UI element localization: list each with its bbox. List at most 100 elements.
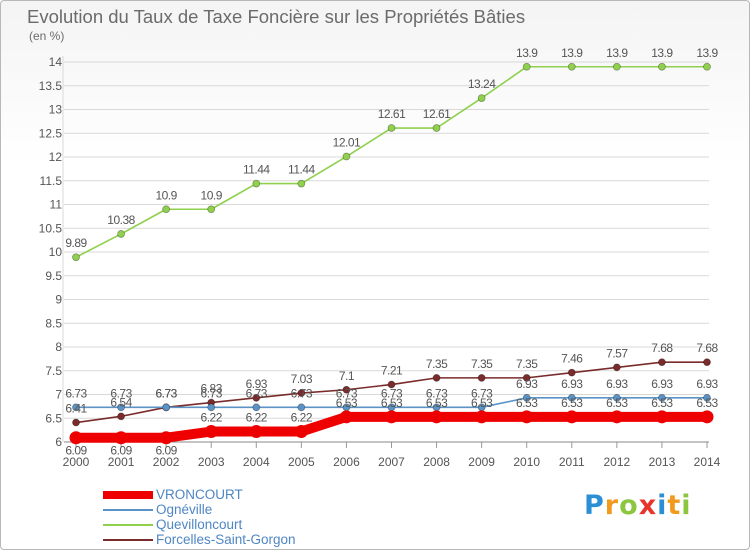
data-label-2: 9.89 — [65, 236, 87, 250]
data-point-2 — [252, 179, 261, 188]
logo-letter: t — [667, 490, 682, 521]
data-point-0 — [69, 431, 83, 445]
chart-title: Evolution du Taux de Taxe Foncière sur l… — [27, 6, 526, 27]
legend-label: Forcelles-Saint-Gorgon — [156, 532, 296, 547]
data-label-3: 7.35 — [471, 357, 493, 371]
data-point-1 — [72, 403, 80, 412]
y-tick-label: 6 — [55, 435, 62, 449]
data-label-2: 12.61 — [423, 107, 451, 121]
y-axis-unit: (en %) — [29, 29, 65, 43]
x-tick-label: 2001 — [108, 455, 135, 469]
data-label-3: 7.21 — [381, 364, 403, 378]
data-label-0: 6.53 — [426, 396, 448, 410]
legend-label: Quevilloncourt — [156, 517, 243, 532]
data-point-2 — [432, 124, 441, 132]
data-label-1: 6.73 — [65, 386, 87, 400]
legend-item-quevilloncourt: Quevilloncourt — [103, 517, 242, 532]
y-tick-label: 7.5 — [45, 364, 62, 378]
data-point-0 — [114, 431, 128, 445]
data-point-1 — [567, 393, 576, 402]
data-point-2 — [117, 230, 125, 238]
data-point-3 — [342, 385, 351, 394]
data-label-3: 6.41 — [65, 402, 87, 416]
data-point-3 — [252, 393, 261, 402]
y-tick-label: 11 — [50, 198, 63, 212]
data-label-1: 6.73 — [155, 386, 177, 400]
data-label-0: 6.53 — [516, 396, 538, 410]
data-label-2: 13.9 — [516, 46, 538, 60]
logo-letter: i — [657, 490, 668, 521]
data-point-2 — [522, 62, 531, 71]
data-point-2 — [342, 152, 351, 161]
data-label-1: 6.73 — [381, 386, 403, 400]
data-label-1: 6.73 — [246, 386, 268, 400]
legend-item-vroncourt: VRONCOURT — [103, 487, 243, 502]
data-point-0 — [385, 410, 398, 424]
data-label-0: 6.53 — [696, 396, 718, 410]
data-point-2 — [387, 124, 396, 132]
y-tick-label: 9 — [55, 293, 62, 307]
data-point-3 — [387, 380, 396, 389]
data-point-3 — [297, 389, 306, 397]
data-label-0: 6.09 — [155, 444, 177, 458]
y-tick-label: 11.5 — [40, 174, 63, 188]
x-tick-label: 2004 — [243, 455, 270, 469]
data-point-1 — [703, 393, 711, 402]
data-label-3: 7.35 — [516, 357, 538, 371]
data-point-0 — [655, 410, 669, 424]
data-point-2 — [207, 205, 216, 214]
legend-label: Ognéville — [156, 502, 213, 517]
data-point-3 — [612, 363, 621, 372]
y-tick-label: 8 — [55, 340, 62, 354]
data-point-0 — [249, 425, 263, 439]
data-point-0 — [430, 410, 444, 424]
data-label-2: 10.9 — [201, 188, 223, 202]
legend-item-forcelles: Forcelles-Saint-Gorgon — [103, 532, 296, 547]
data-point-2 — [162, 205, 171, 214]
data-point-0 — [159, 431, 173, 445]
data-label-0: 6.09 — [65, 444, 87, 458]
logo-letter: i — [681, 490, 692, 521]
data-point-1 — [117, 403, 125, 412]
data-label-0: 6.22 — [246, 411, 268, 425]
data-label-0: 6.53 — [381, 396, 403, 410]
x-tick-label: 2008 — [423, 455, 450, 469]
x-tick-label: 2011 — [559, 455, 585, 469]
data-label-3: 7.1 — [339, 369, 355, 383]
data-label-3: 6.83 — [201, 382, 223, 396]
data-point-3 — [432, 373, 441, 382]
data-point-3 — [522, 373, 531, 382]
data-label-1: 6.93 — [561, 377, 583, 391]
y-tick-label: 13.5 — [39, 79, 63, 93]
legend-label: VRONCOURT — [156, 487, 243, 502]
data-point-3 — [567, 368, 576, 377]
data-point-2 — [477, 94, 486, 102]
legend-item-ogneville: Ognéville — [103, 502, 212, 517]
x-tick-label: 2009 — [468, 455, 495, 469]
data-label-1: 6.93 — [696, 377, 718, 391]
data-label-3: 7.35 — [426, 357, 448, 371]
data-point-3 — [117, 412, 125, 421]
y-tick-label: 7 — [55, 388, 62, 402]
data-label-1: 6.73 — [291, 386, 313, 400]
y-tick-label: 8.5 — [45, 316, 62, 330]
data-label-1: 6.73 — [201, 386, 223, 400]
data-point-2 — [297, 179, 306, 188]
data-label-1: 6.93 — [651, 377, 673, 391]
data-label-3: 7.46 — [561, 352, 583, 366]
data-point-0 — [204, 425, 218, 439]
data-point-0 — [565, 410, 579, 424]
x-tick-label: 2007 — [378, 455, 405, 469]
data-point-1 — [658, 393, 666, 402]
data-label-2: 10.38 — [107, 213, 135, 227]
data-label-1: 6.93 — [516, 377, 538, 391]
data-label-2: 11.44 — [243, 163, 270, 177]
x-tick-label: 2012 — [604, 455, 631, 469]
data-point-1 — [297, 403, 306, 412]
data-point-2 — [703, 62, 711, 71]
y-tick-label: 13 — [49, 103, 63, 117]
data-label-0: 6.53 — [336, 396, 358, 410]
data-point-2 — [72, 253, 80, 262]
data-point-2 — [612, 62, 621, 71]
